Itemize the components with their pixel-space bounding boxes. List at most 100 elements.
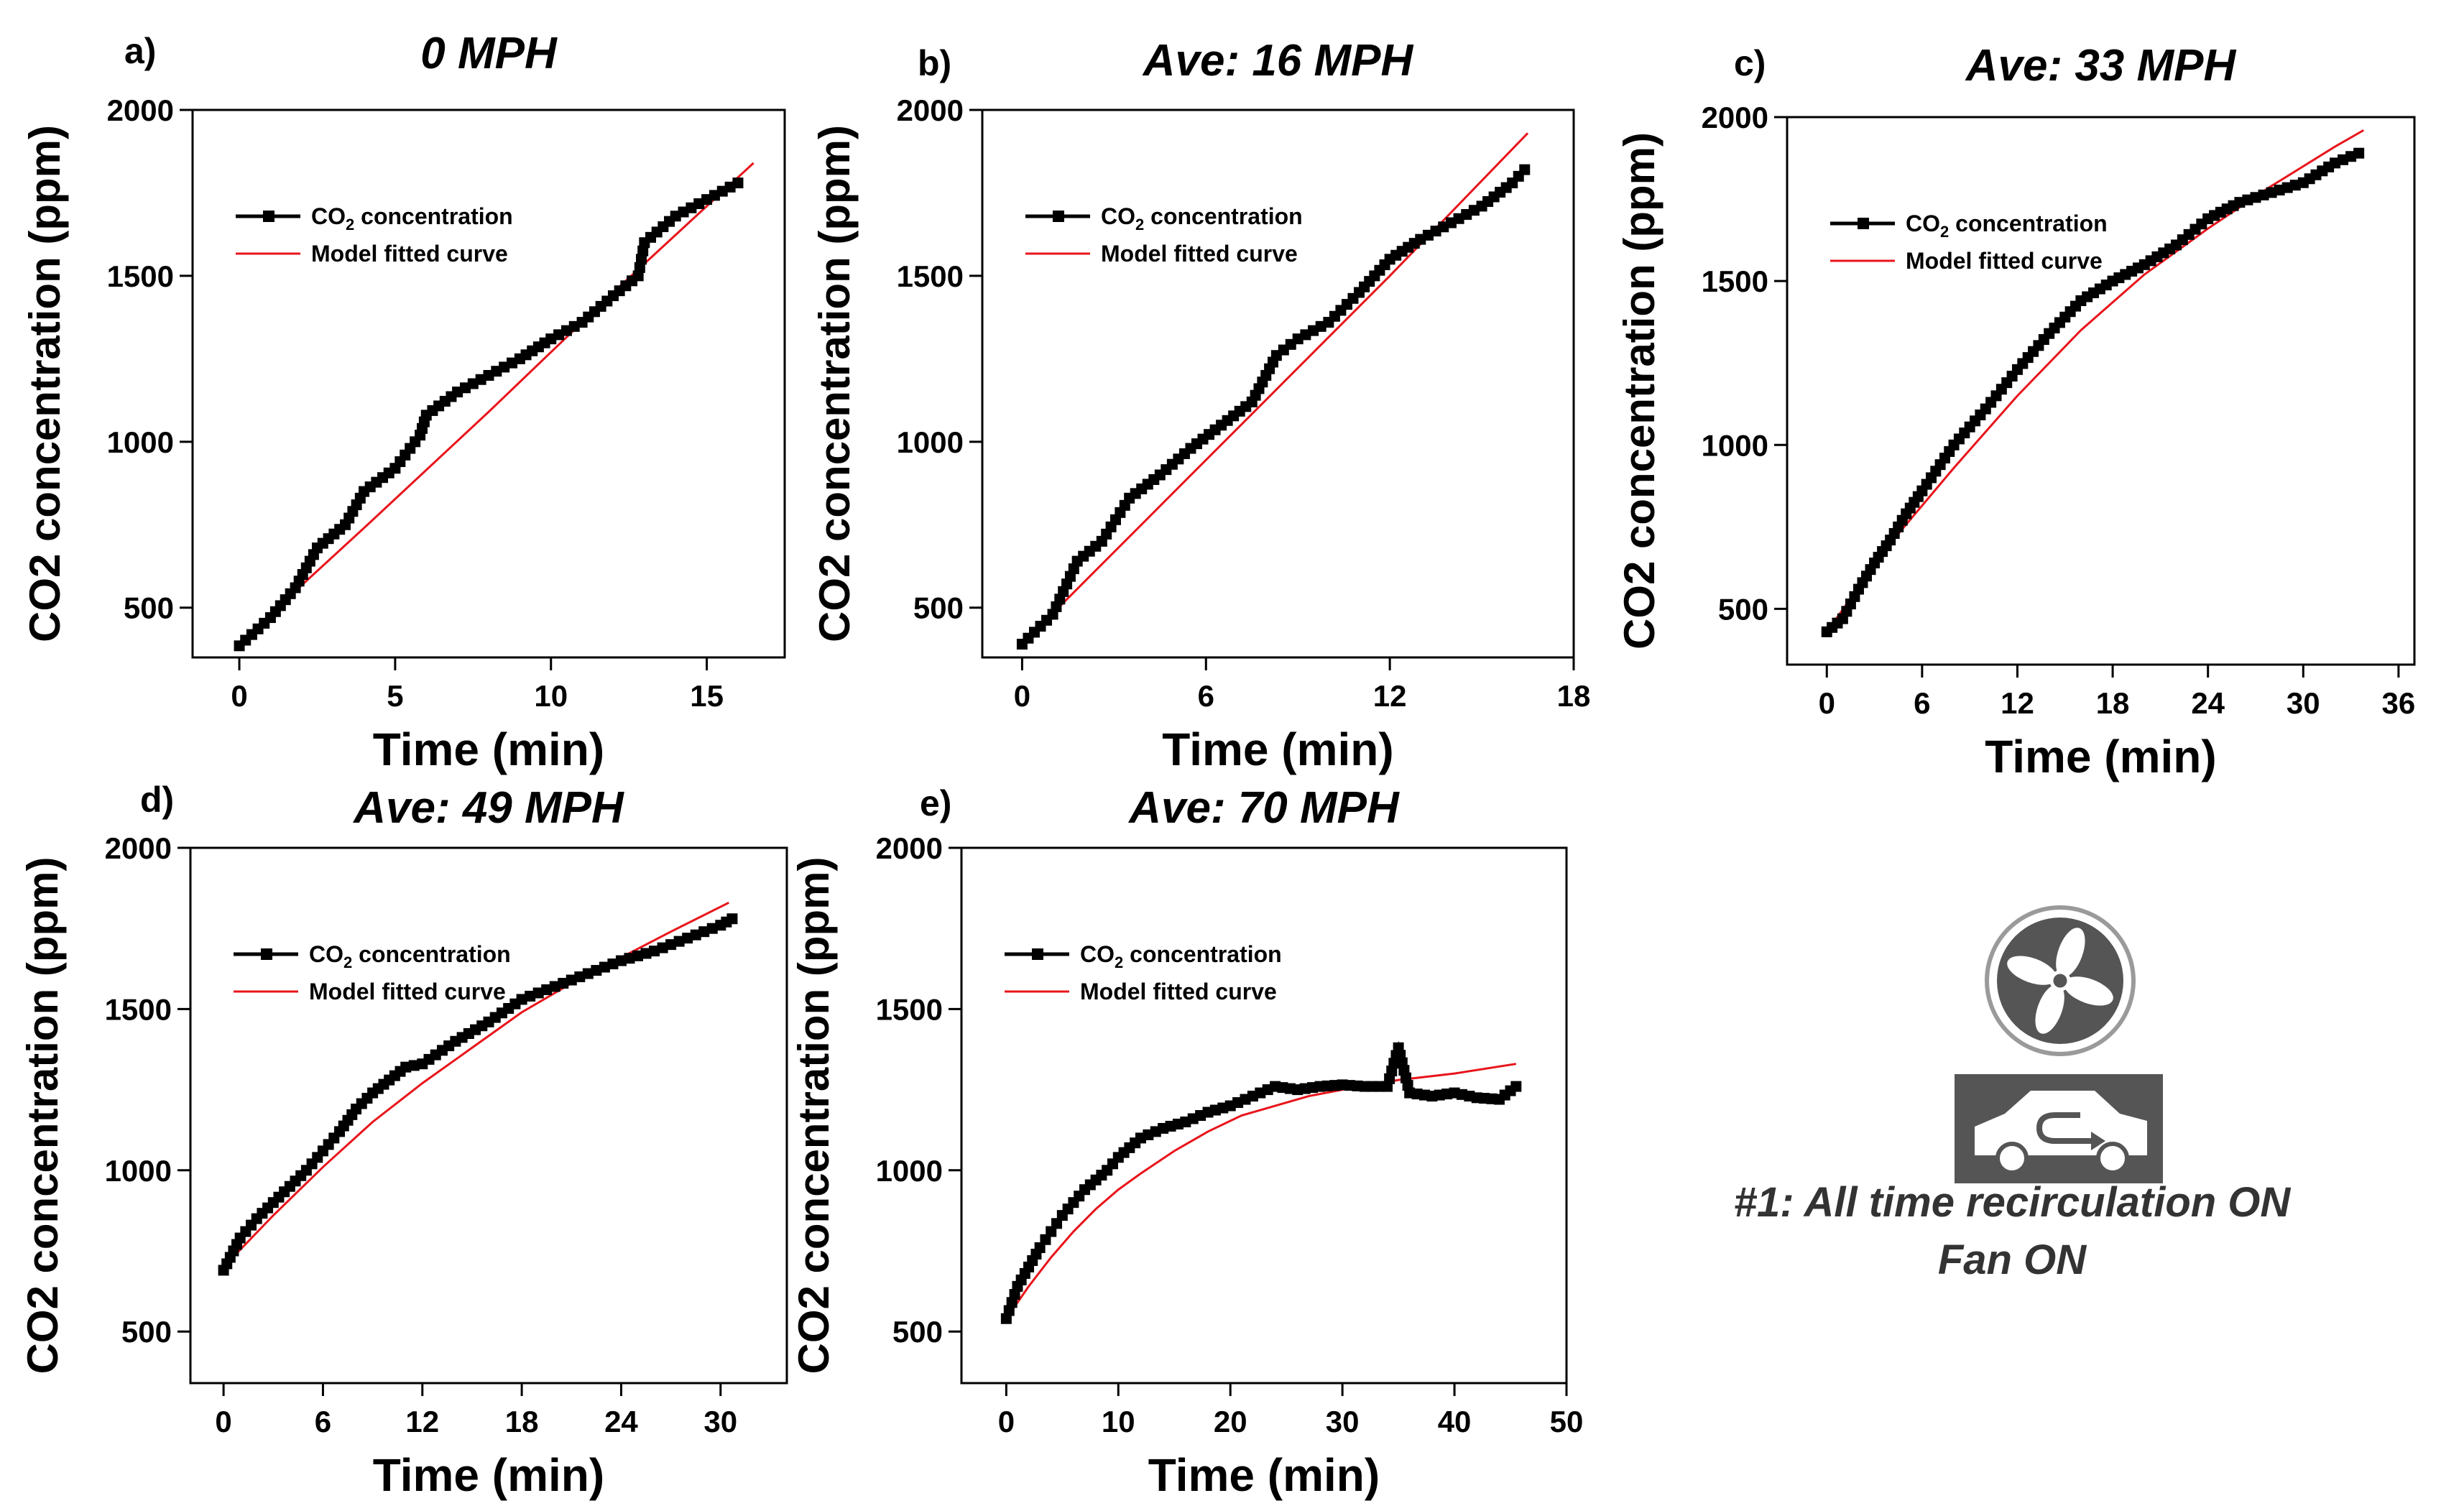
panel-label: e) bbox=[920, 783, 951, 823]
plot-frame bbox=[960, 846, 1568, 1385]
car-icon-body bbox=[1975, 1091, 2147, 1155]
co2-point bbox=[682, 933, 693, 944]
co2-point bbox=[2353, 147, 2365, 159]
legend: CO2 concentration Model fitted curve bbox=[236, 203, 513, 267]
x-tick-label: 0 bbox=[1819, 686, 1835, 720]
chart-title: Ave: 70 MPH bbox=[1127, 783, 1400, 833]
co2-markers bbox=[234, 177, 744, 652]
co2-markers bbox=[218, 913, 738, 1276]
x-tick-label: 50 bbox=[1550, 1405, 1584, 1438]
x-axis-label: Time (min) bbox=[373, 724, 604, 775]
legend-co2-suffix: concentration bbox=[1123, 941, 1281, 967]
y-tick-label: 2000 bbox=[1702, 101, 1768, 134]
x-tick-label: 30 bbox=[1326, 1405, 1360, 1438]
fan-icon bbox=[1985, 905, 2136, 1056]
co2-point bbox=[400, 1061, 412, 1073]
fan-icon-blade bbox=[2056, 928, 2085, 977]
chart-panel-c: c) Ave: 33 MPH 0 6 12 18 24 30 36 500 1000 1500 2000… bbox=[1615, 41, 2416, 782]
recirculation-caption-line2: Fan ON bbox=[1937, 1237, 2087, 1283]
legend-co2-prefix: CO bbox=[311, 203, 346, 229]
y-tick-label: 1500 bbox=[107, 259, 174, 293]
x-tick-label: 10 bbox=[1102, 1405, 1135, 1438]
legend-model-label: Model fitted curve bbox=[1906, 248, 2103, 274]
co2-point bbox=[632, 950, 643, 961]
legend-co2-marker bbox=[261, 948, 272, 960]
fan-icon-blade bbox=[2035, 984, 2064, 1034]
x-tick-label: 18 bbox=[2096, 686, 2130, 720]
co2-markers bbox=[1016, 164, 1531, 650]
co2-point bbox=[574, 971, 586, 983]
x-tick-label: 12 bbox=[1373, 679, 1407, 713]
x-tick-label: 0 bbox=[1014, 679, 1030, 713]
co2-point bbox=[516, 994, 527, 1005]
model-fitted-curve-line bbox=[1826, 129, 2365, 633]
x-tick-label: 0 bbox=[231, 679, 247, 713]
x-tick-label: 40 bbox=[1438, 1405, 1472, 1438]
y-axis-label: CO2 concentration (ppm) bbox=[811, 125, 859, 642]
legend-co2-prefix: CO bbox=[1906, 211, 1940, 236]
y-tick-label: 1000 bbox=[107, 425, 174, 459]
model-fitted-curve-line bbox=[223, 901, 729, 1268]
panel-label: b) bbox=[918, 43, 951, 83]
legend-co2-prefix: CO bbox=[309, 941, 343, 967]
co2-point bbox=[525, 990, 536, 1002]
plot-frame bbox=[981, 108, 1575, 659]
model-fitted-curve-line bbox=[239, 162, 755, 644]
y-tick-label: 1500 bbox=[1702, 264, 1768, 298]
co2-point bbox=[657, 942, 668, 953]
y-tick-label: 500 bbox=[913, 591, 964, 625]
panel-label: c) bbox=[1734, 43, 1766, 83]
y-axis-label: CO2 concentration (ppm) bbox=[19, 856, 67, 1374]
co2-markers bbox=[1821, 147, 2365, 637]
car-icon-wheel bbox=[1995, 1142, 2029, 1175]
co2-point bbox=[732, 177, 744, 189]
legend-co2-marker bbox=[1032, 948, 1043, 960]
chart-panel-e: e) Ave: 70 MPH 0 10 20 30 40 50 500 1000 1500 2000 T… bbox=[790, 783, 1583, 1501]
co2-point bbox=[637, 245, 649, 257]
co2-point bbox=[673, 935, 685, 947]
x-axis-label: Time (min) bbox=[1985, 731, 2216, 782]
legend-co2-label: CO2 concentration bbox=[1080, 941, 1282, 971]
x-tick-label: 6 bbox=[1198, 679, 1214, 713]
legend-co2-subscript: 2 bbox=[346, 216, 354, 234]
chart-title: Ave: 49 MPH bbox=[352, 783, 624, 833]
co2-point bbox=[582, 968, 594, 979]
x-tick-label: 6 bbox=[315, 1405, 331, 1438]
x-axis-label: Time (min) bbox=[373, 1449, 604, 1501]
co2-point bbox=[541, 984, 553, 995]
co2-point bbox=[706, 923, 718, 934]
chart-panel-d: d) Ave: 49 MPH 0 6 12 18 24 30 500 1000 1500 2000 Ti… bbox=[19, 780, 788, 1501]
co2-point bbox=[640, 948, 652, 959]
x-tick-label: 10 bbox=[534, 679, 568, 713]
x-tick-label: 24 bbox=[2191, 686, 2225, 720]
plot-frame bbox=[1786, 116, 2416, 666]
co2-point bbox=[698, 926, 710, 938]
recirculation-caption-line1: #1: All time recirculation ON bbox=[1733, 1179, 2291, 1226]
co2-point bbox=[1510, 1081, 1522, 1092]
car-recirculation-icon bbox=[1955, 1074, 2163, 1183]
co2-point bbox=[665, 939, 677, 951]
x-tick-label: 36 bbox=[2382, 686, 2416, 720]
x-tick-label: 5 bbox=[387, 679, 403, 713]
chart-panel-a: a) 0 MPH 0 5 10 15 500 1000 1500 2000 Time (min) CO… bbox=[21, 29, 786, 775]
legend: CO2 concentration Model fitted curve bbox=[1025, 203, 1303, 267]
y-tick-label: 500 bbox=[892, 1315, 943, 1349]
y-tick-label: 500 bbox=[1718, 592, 1768, 626]
legend-model-label: Model fitted curve bbox=[309, 979, 506, 1004]
x-tick-label: 20 bbox=[1214, 1405, 1247, 1438]
x-tick-label: 6 bbox=[1914, 686, 1930, 720]
x-tick-label: 0 bbox=[215, 1405, 231, 1438]
recirculation-arrow-head bbox=[2091, 1132, 2105, 1150]
y-tick-label: 500 bbox=[124, 591, 174, 625]
chart-title: Ave: 33 MPH bbox=[1965, 41, 2237, 91]
x-tick-label: 0 bbox=[998, 1405, 1015, 1438]
panel-label: d) bbox=[140, 780, 174, 820]
recirculation-arrow bbox=[2036, 1112, 2095, 1144]
legend: CO2 concentration Model fitted curve bbox=[234, 941, 511, 1004]
x-tick-label: 24 bbox=[604, 1405, 638, 1438]
co2-point bbox=[634, 262, 645, 273]
legend-co2-subscript: 2 bbox=[1135, 216, 1144, 234]
legend-co2-prefix: CO bbox=[1101, 203, 1135, 229]
legend-co2-prefix: CO bbox=[1080, 941, 1115, 967]
